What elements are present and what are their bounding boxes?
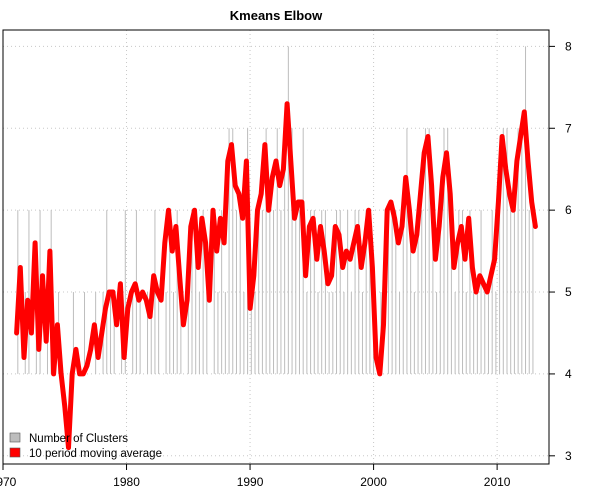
x-tick-label-4: 2010 [484, 475, 511, 489]
chart-title: Kmeans Elbow [230, 8, 323, 23]
y-tick-label-4: 7 [565, 121, 572, 135]
axes: 1970 1980 1990 2000 2010 3 4 5 6 7 8 [0, 39, 572, 489]
plot-frame [2, 29, 550, 465]
y-tick-label-1: 4 [565, 367, 572, 381]
x-tick-label-1: 1980 [113, 475, 140, 489]
moving-average-line [14, 101, 538, 451]
y-tick-label-0: 3 [565, 449, 572, 463]
x-tick-label-3: 2000 [360, 475, 387, 489]
x-tick-label-2: 1990 [237, 475, 264, 489]
legend-swatch-moving-average [9, 447, 21, 458]
legend-label-clusters: Number of Clusters [29, 433, 128, 445]
y-tick-label-3: 6 [565, 203, 572, 217]
y-tick-label-5: 8 [565, 39, 572, 53]
legend: Number of Clusters 10 period moving aver… [9, 432, 162, 460]
legend-label-moving-average: 10 period moving average [29, 448, 162, 460]
y-tick-label-2: 5 [565, 285, 572, 299]
moving-average-series [14, 101, 538, 451]
x-tick-label-0: 1970 [0, 475, 17, 489]
legend-swatch-clusters [9, 432, 21, 443]
